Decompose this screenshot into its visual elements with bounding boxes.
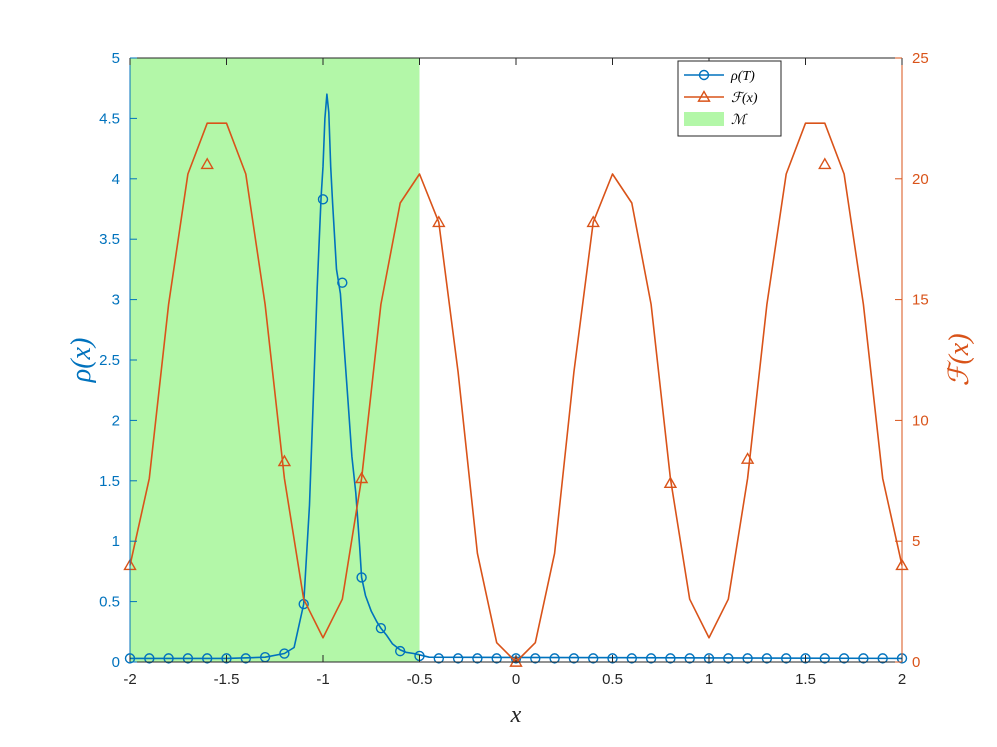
series-0-marker bbox=[452, 653, 464, 664]
series-0-marker bbox=[491, 653, 502, 664]
y-left-tick-label: 1.5 bbox=[99, 473, 120, 490]
legend-entry-0: ρ(T) bbox=[684, 69, 755, 84]
series-1-marker bbox=[200, 157, 214, 170]
series-1-marker bbox=[354, 471, 369, 484]
x-tick-label: -0.5 bbox=[407, 671, 433, 688]
series-0-marker bbox=[221, 653, 232, 664]
x-tick-label: -1 bbox=[316, 671, 329, 688]
x-tick-label: -2 bbox=[123, 671, 136, 688]
series-0-marker bbox=[684, 653, 695, 664]
legend-swatch bbox=[684, 112, 724, 126]
series-0-marker bbox=[607, 653, 618, 664]
legend-label: ρ(T) bbox=[730, 69, 755, 84]
series-0-marker bbox=[201, 653, 213, 664]
y-left-tick-label: 0 bbox=[112, 654, 120, 671]
y-right-tick-label: 20 bbox=[912, 171, 929, 188]
legend-entry-2: ℳ bbox=[684, 112, 748, 128]
x-tick-label: -1.5 bbox=[214, 671, 240, 688]
region-m bbox=[130, 58, 420, 662]
x-tick-label: 0.5 bbox=[602, 671, 623, 688]
series-1-marker bbox=[586, 215, 600, 228]
series-0-line bbox=[130, 93, 903, 660]
series-0-marker bbox=[356, 572, 367, 583]
x-tick-label: 1 bbox=[705, 671, 713, 688]
series-0-marker bbox=[144, 653, 155, 664]
y-right-tick-label: 0 bbox=[912, 654, 920, 671]
series-0-marker bbox=[375, 622, 387, 634]
y-left-tick-label: 4.5 bbox=[99, 110, 120, 127]
series-0-marker bbox=[337, 277, 348, 288]
y-left-tick-label: 1 bbox=[112, 533, 120, 550]
y-left-tick-label: 2.5 bbox=[99, 352, 120, 369]
series-0-marker bbox=[279, 648, 290, 659]
series-0-marker bbox=[800, 653, 811, 664]
series-1-marker bbox=[663, 476, 678, 489]
y-right-axis-label: ℱ(x) bbox=[944, 333, 975, 386]
series-0-marker bbox=[838, 653, 850, 664]
legend-label: ℱ(x) bbox=[731, 91, 758, 106]
legend-swatch-marker bbox=[697, 90, 711, 102]
series-0-marker bbox=[588, 653, 599, 664]
y-left-tick-label: 2 bbox=[112, 412, 120, 429]
series-0-marker bbox=[761, 653, 773, 664]
series-0-marker bbox=[626, 653, 637, 664]
series-0-marker bbox=[703, 653, 715, 664]
series-0-marker bbox=[163, 653, 174, 664]
series-0-marker bbox=[819, 653, 830, 664]
y-right-tick-label: 10 bbox=[912, 412, 929, 429]
legend-entry-1: ℱ(x) bbox=[684, 90, 758, 106]
y-left-tick-label: 0.5 bbox=[99, 594, 120, 611]
y-right-tick-label: 25 bbox=[912, 50, 929, 67]
x-tick-label: 1.5 bbox=[795, 671, 816, 688]
series-0 bbox=[124, 93, 908, 664]
y-right-tick-label: 5 bbox=[912, 533, 920, 550]
series-0-marker bbox=[530, 653, 541, 664]
series-1-marker bbox=[277, 454, 292, 467]
x-tick-label: 2 bbox=[898, 671, 906, 688]
y-left-tick-label: 4 bbox=[112, 171, 120, 188]
x-tick-label: 0 bbox=[512, 671, 520, 688]
x-axis-label: x bbox=[510, 702, 522, 728]
series-0-marker bbox=[877, 653, 888, 664]
series-0-marker bbox=[433, 653, 444, 664]
series-0-marker bbox=[665, 653, 676, 664]
y-left-tick-label: 3.5 bbox=[99, 231, 120, 248]
series-1-marker bbox=[509, 655, 523, 667]
series-0-marker bbox=[781, 653, 792, 664]
series-0-marker bbox=[317, 194, 329, 205]
series-0-marker bbox=[182, 653, 194, 664]
series-0-marker bbox=[568, 653, 580, 664]
series-0-marker bbox=[645, 653, 657, 664]
series-0-marker bbox=[395, 645, 406, 657]
legend-swatch-marker bbox=[698, 69, 710, 81]
series-0-marker bbox=[858, 653, 869, 664]
legend-label: ℳ bbox=[731, 113, 748, 128]
series-0-marker bbox=[549, 653, 560, 664]
series-0-marker bbox=[472, 653, 483, 664]
series-1-marker bbox=[818, 157, 832, 170]
y-right-tick-label: 15 bbox=[912, 292, 929, 309]
y-left-tick-label: 3 bbox=[112, 292, 120, 309]
y-left-axis-label: ρ(x) bbox=[66, 338, 97, 384]
series-1-marker bbox=[740, 452, 755, 464]
series-0-marker bbox=[742, 653, 753, 664]
series-1-marker bbox=[432, 215, 446, 228]
series-0-marker bbox=[723, 653, 734, 664]
y-left-tick-label: 5 bbox=[112, 50, 120, 67]
series-0-marker bbox=[240, 653, 252, 664]
